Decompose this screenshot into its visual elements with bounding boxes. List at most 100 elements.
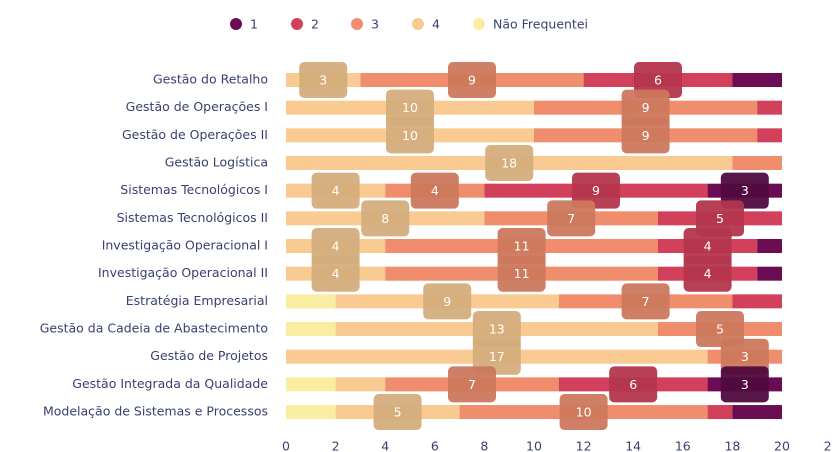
data-label: 9 [443,294,451,309]
y-tick-label: Sistemas Tecnológicos I [120,182,268,197]
data-label: 4 [431,183,439,198]
y-tick-label: Gestão Integrada da Qualidade [72,376,268,391]
data-label: 10 [402,128,418,143]
label-box [696,311,744,348]
y-tick-label: Gestão do Retalho [153,72,268,87]
x-tick-label: 22 [824,439,832,452]
data-label: 3 [741,377,749,392]
data-label: 5 [394,405,402,420]
data-label: 9 [642,128,650,143]
label-box [423,283,472,320]
label-box [621,117,670,154]
label-box [410,172,459,209]
y-tick-label: Investigação Operacional I [102,238,268,253]
data-label: 10 [576,405,592,420]
label-box [634,62,682,98]
x-tick-label: 16 [675,439,691,452]
label-box [609,366,658,403]
bar-segment [732,73,782,87]
legend-swatch [412,18,424,30]
y-tick-label: Gestão de Operações II [122,127,268,142]
bar-segment [335,377,386,392]
y-tick-label: Investigação Operacional II [98,265,268,280]
bar-segment [286,377,336,392]
data-label: 9 [468,73,476,88]
x-tick-label: 18 [724,439,740,452]
label-box [448,366,496,403]
y-tick-label: Sistemas Tecnológicos II [117,210,268,225]
label-box [621,89,670,126]
y-tick-label: Gestão da Cadeia de Abastecimento [40,321,268,336]
x-tick-label: 4 [381,439,389,452]
y-tick-label: Gestão de Operações I [126,99,268,114]
label-box [448,62,496,98]
x-tick-label: 20 [774,439,790,452]
legend-label: 2 [311,17,319,32]
legend-swatch [351,18,363,30]
label-box [472,338,521,375]
data-label: 3 [319,73,327,88]
bar-segment [757,100,782,115]
data-label: 7 [642,294,650,309]
legend-label: 3 [371,17,379,32]
label-box [559,394,608,431]
label-box [472,311,521,348]
data-label: 4 [332,266,340,281]
label-box [683,255,732,292]
data-label: 4 [704,239,712,254]
label-box [720,366,769,403]
y-tick-label: Gestão Logística [165,155,268,170]
data-label: 9 [642,100,650,115]
y-tick-label: Estratégia Empresarial [126,293,268,308]
data-label: 4 [332,183,340,198]
data-label: 17 [489,349,505,364]
bar-segment [286,322,336,337]
data-label: 3 [741,349,749,364]
legend-swatch [291,18,303,30]
label-box [311,255,360,292]
label-box [311,172,360,209]
label-box [361,200,410,237]
legend-label: 1 [250,17,258,32]
label-box [547,200,596,237]
label-box [720,172,769,209]
y-tick-label: Gestão de Projetos [150,348,268,363]
bar-segment [757,266,782,281]
x-tick-label: 12 [576,439,592,452]
label-box [720,338,769,375]
x-tick-label: 0 [282,439,290,452]
label-box [497,228,546,265]
bar-segment [732,156,782,171]
data-label: 5 [716,211,724,226]
x-tick-label: 14 [625,439,641,452]
label-box [683,228,732,265]
label-box [311,228,360,265]
legend-swatch [230,18,242,30]
label-box [485,145,534,182]
x-tick-label: 6 [431,439,439,452]
legend-label: 4 [432,17,440,32]
data-label: 11 [514,266,530,281]
data-label: 18 [501,156,517,171]
bar-segment [707,405,733,420]
legend-swatch [473,18,485,30]
data-label: 7 [468,377,476,392]
data-label: 8 [381,211,389,226]
bar-segment [732,294,782,309]
data-label: 6 [654,73,662,88]
data-label: 11 [514,239,530,254]
data-label: 10 [402,100,418,115]
bar-segment [732,405,782,420]
bar-segment [757,239,782,254]
bar-segment [286,405,336,420]
data-label: 4 [332,239,340,254]
x-tick-label: 8 [480,439,488,452]
x-tick-label: 2 [332,439,340,452]
label-box [386,89,434,126]
data-label: 6 [629,377,637,392]
label-box [299,62,348,98]
label-box [572,172,620,209]
x-tick-label: 10 [526,439,542,452]
label-box [621,283,670,320]
